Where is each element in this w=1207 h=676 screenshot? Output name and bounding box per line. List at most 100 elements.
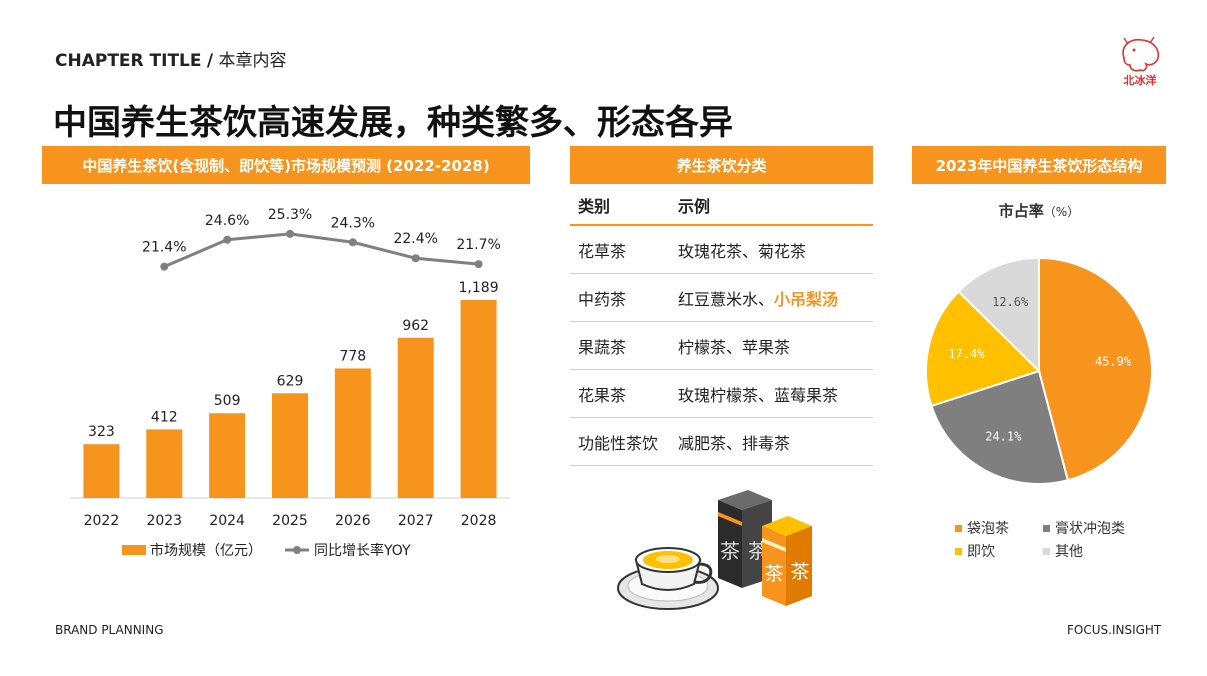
bar-2024 (209, 413, 246, 498)
market-share-pie: 45.9% 24.1% 17.4% 12.6% (925, 256, 1153, 485)
x-tick-2024: 2024 (209, 513, 245, 529)
bar-2026 (334, 368, 371, 498)
yoy-label-2023: 21.4% (142, 240, 186, 256)
category-panel-title: 养生茶饮分类 (570, 146, 873, 184)
row-example: 减肥茶、排毒茶 (678, 430, 873, 454)
highlight-text: 小吊梨汤 (774, 289, 839, 309)
tea-cup-icon (617, 547, 719, 610)
row-category: 中药茶 (578, 289, 627, 309)
row-example: 玫瑰柠檬茶、蓝莓果茶 (678, 382, 873, 406)
table-row: 中药茶 红豆薏米水、小吊梨汤 (570, 274, 873, 322)
row-example: 红豆薏米水、小吊梨汤 (678, 286, 873, 310)
chapter-separator: / (206, 51, 214, 71)
row-category: 果蔬茶 (578, 337, 627, 357)
legend-swatch (1043, 524, 1050, 532)
legend-bar-swatch (122, 545, 146, 555)
bar-label-2027: 962 (402, 318, 429, 334)
bar-label-2026: 778 (339, 348, 366, 364)
yoy-line (163, 232, 479, 269)
bar-2022 (83, 444, 120, 498)
bar-label-2025: 629 (277, 373, 304, 389)
pie-unit: （%） (1043, 205, 1080, 219)
chapter-label: CHAPTER TITLE (55, 51, 202, 71)
pie-label-2: 17.4% (948, 347, 985, 361)
example-text: 红豆薏米水、 (678, 289, 775, 309)
example-text: 减肥茶、排毒茶 (678, 433, 791, 453)
example-text: 柠檬茶、苹果茶 (678, 337, 791, 357)
legend-item-paste: 膏状冲泡类 (1043, 518, 1125, 538)
x-tick-2028: 2028 (461, 513, 497, 529)
pie-label-1: 24.1% (985, 430, 1022, 444)
yoy-label-2026: 24.3% (331, 215, 375, 231)
bar-2027 (397, 337, 434, 498)
legend-swatch (955, 524, 962, 532)
legend-item-other: 其他 (1043, 541, 1083, 561)
box-char-dark: 茶 (720, 539, 740, 563)
legend-label: 膏状冲泡类 (1055, 521, 1125, 537)
footer-focus-insight: FOCUS.INSIGHT (1067, 623, 1162, 637)
market-panel-title: 中国养生茶饮(含现制、即饮等)市场规模预测 (2022-2028) (42, 146, 530, 184)
structure-panel-title: 2023年中国养生茶饮形态结构 (912, 146, 1166, 184)
bar-label-2023: 412 (151, 409, 178, 425)
bar-label-2024: 509 (214, 393, 241, 409)
yoy-label-2024: 24.6% (205, 213, 249, 229)
box-char-orange-side: 茶 (790, 561, 809, 583)
yoy-point-2023 (160, 262, 169, 271)
row-category: 花果茶 (578, 385, 627, 405)
header-category: 类别 (578, 197, 611, 216)
yoy-point-2026 (348, 238, 357, 247)
x-tick-2022: 2022 (84, 513, 120, 529)
footer-brand-planning: BRAND PLANNING (55, 623, 164, 637)
orange-tea-box-icon: 茶 茶 (762, 516, 812, 606)
yoy-label-2028: 21.7% (456, 237, 500, 253)
yoy-point-2027 (411, 254, 420, 263)
pie-subtitle: 市占率（%） (912, 200, 1166, 221)
table-row: 花果茶 玫瑰柠檬茶、蓝莓果茶 (570, 370, 873, 418)
pie-slice-3 (957, 256, 1040, 374)
yoy-point-2028 (474, 260, 483, 269)
example-text: 玫瑰花茶、菊花茶 (678, 241, 807, 261)
x-tick-2027: 2027 (398, 513, 434, 529)
x-tick-2023: 2023 (146, 513, 182, 529)
x-tick-2026: 2026 (335, 513, 371, 529)
legend-label: 袋泡茶 (967, 521, 1009, 537)
category-table: 类别 示例 花草茶 玫瑰花茶、菊花茶 中药茶 红豆薏米水、小吊梨汤 果蔬茶 柠檬… (570, 186, 873, 466)
pie-label-3: 12.6% (992, 295, 1029, 309)
pie-title: 市占率 (998, 202, 1044, 220)
black-tea-box-icon: 茶 茶 (718, 490, 772, 588)
legend-swatch (955, 547, 962, 555)
table-row: 果蔬茶 柠檬茶、苹果茶 (570, 322, 873, 370)
legend-bar-label: 市场规模（亿元） (150, 542, 262, 559)
yoy-point-2025 (286, 229, 294, 238)
legend-swatch (1043, 547, 1050, 555)
pie-label-0: 45.9% (1095, 354, 1132, 368)
logo-text: 北冰洋 (1124, 73, 1157, 87)
row-example: 玫瑰花茶、菊花茶 (678, 238, 873, 262)
pie-slice-2 (925, 290, 1041, 408)
yoy-label-2025: 25.3% (268, 207, 312, 223)
bar-2023 (146, 429, 183, 498)
market-size-chart: 323 2022 412 2023 509 2024 629 2025 778 2026 962 20… (70, 207, 510, 559)
legend-label: 即饮 (967, 544, 995, 560)
header-example: 示例 (678, 197, 711, 216)
table-header: 类别 示例 (570, 186, 873, 226)
yoy-point-2024 (223, 235, 232, 244)
legend-item-rtd: 即饮 (955, 541, 995, 561)
legend-line-marker (293, 546, 301, 554)
pie-slice-0 (1038, 256, 1153, 482)
bar-label-2028: 1,189 (459, 280, 499, 296)
legend-line-label: 同比增长率YOY (314, 542, 411, 559)
row-example: 柠檬茶、苹果茶 (678, 334, 873, 358)
x-tick-2025: 2025 (272, 513, 308, 529)
legend-item-bagged: 袋泡茶 (955, 518, 1009, 538)
example-text: 玫瑰柠檬茶、蓝莓果茶 (678, 385, 839, 405)
pie-slice-1 (930, 369, 1070, 485)
chapter-title: CHAPTER TITLE / 本章内容 (55, 46, 287, 71)
brand-logo: 北冰洋 (1122, 36, 1160, 87)
page-title: 中国养生茶饮高速发展，种类繁多、形态各异 (53, 103, 733, 143)
row-category: 花草茶 (578, 241, 627, 261)
bar-2025 (272, 393, 308, 498)
bar-label-2022: 323 (88, 424, 115, 440)
tea-illustration: 茶 茶 茶 茶 (617, 490, 812, 610)
legend-label: 其他 (1055, 544, 1083, 560)
